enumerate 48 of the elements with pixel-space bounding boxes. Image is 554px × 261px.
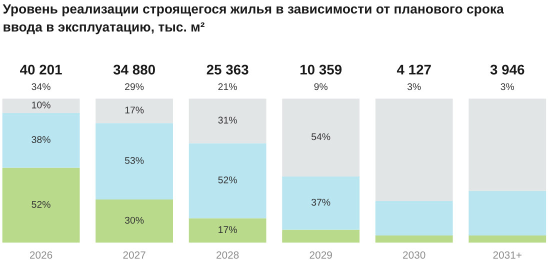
bar bbox=[96, 123, 174, 200]
bar bbox=[375, 200, 453, 236]
bar bbox=[188, 218, 266, 243]
bar bbox=[188, 143, 266, 218]
text: 40 201 bbox=[20, 64, 62, 75]
x-tick-label: 2031+ bbox=[493, 251, 522, 259]
chart-title: Уровень реализации строящегося жилья в зависимости от планового срока ввода в эксплуатацию, тыс. м² bbox=[2, 4, 504, 34]
bar bbox=[96, 199, 174, 243]
data-label: 52% bbox=[32, 200, 50, 208]
bar bbox=[96, 98, 174, 124]
data-label: 53% bbox=[124, 157, 144, 164]
x-tick-label: 2028 bbox=[216, 251, 239, 259]
bar bbox=[2, 113, 80, 168]
bar bbox=[468, 190, 546, 236]
text: 3% bbox=[407, 83, 421, 90]
bar bbox=[188, 98, 266, 144]
data-label: 17% bbox=[218, 226, 237, 234]
bar bbox=[2, 98, 80, 114]
bar bbox=[282, 230, 360, 243]
data-label: 17% bbox=[125, 106, 144, 114]
bar bbox=[282, 176, 360, 230]
bar bbox=[468, 98, 546, 191]
x-tick-label: 2026 bbox=[30, 251, 52, 259]
bar bbox=[282, 98, 360, 176]
text: 9% bbox=[314, 83, 328, 90]
bar bbox=[2, 168, 80, 243]
data-label: 52% bbox=[218, 176, 237, 184]
bar bbox=[468, 236, 546, 243]
text: 34% bbox=[32, 83, 50, 90]
data-label: 38% bbox=[32, 136, 50, 144]
x-tick-label: 2027 bbox=[123, 251, 146, 259]
text: 21% bbox=[218, 83, 237, 90]
data-label: 31% bbox=[218, 116, 237, 124]
text: 3% bbox=[500, 83, 514, 90]
text: 25 363 bbox=[206, 64, 248, 75]
bar bbox=[375, 236, 453, 243]
data-label: 10% bbox=[32, 102, 50, 108]
bar bbox=[375, 98, 453, 201]
x-tick-label: 2029 bbox=[310, 251, 332, 259]
data-label: 54% bbox=[311, 133, 330, 140]
text: 29% bbox=[125, 83, 144, 90]
text: 34 880 bbox=[113, 64, 155, 75]
data-label: 37% bbox=[311, 198, 330, 206]
data-label: 30% bbox=[124, 216, 144, 224]
text: 4 127 bbox=[396, 64, 431, 74]
text: 10 359 bbox=[300, 64, 342, 75]
x-tick-label: 2030 bbox=[403, 251, 426, 259]
text: 3 946 bbox=[490, 64, 524, 75]
